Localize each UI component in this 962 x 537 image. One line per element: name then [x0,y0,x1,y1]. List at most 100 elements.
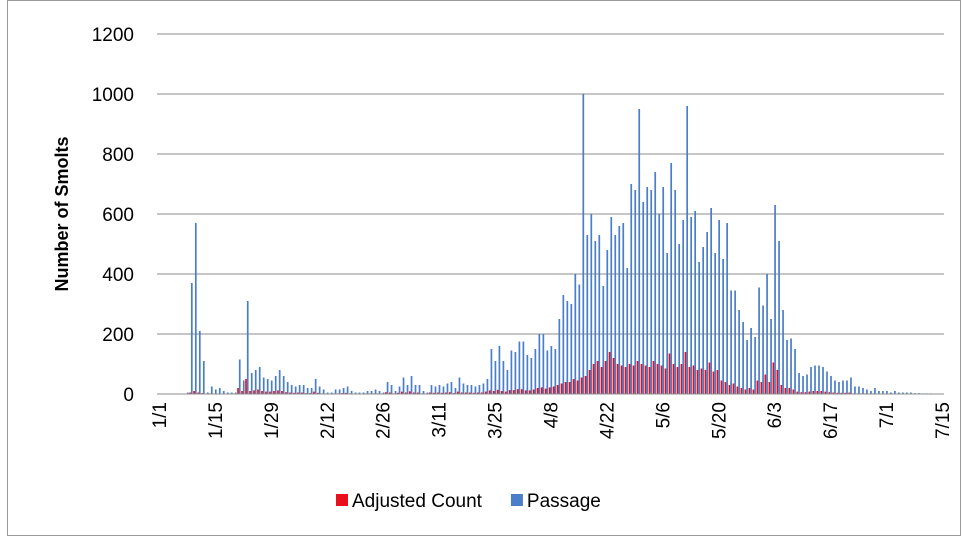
bar [862,388,864,394]
bar [282,376,285,394]
bar [258,367,261,394]
y-tick-label: 600 [102,205,134,226]
bar [197,392,199,394]
bar [584,376,587,394]
bar [237,388,239,394]
bar [546,350,549,394]
bar [756,380,759,394]
bar [468,392,471,394]
bar [266,379,269,394]
bar [816,391,819,394]
bar [520,389,523,394]
bar [894,391,896,394]
bar [690,217,693,394]
bar [354,392,357,394]
bar [262,377,265,394]
bar [289,392,291,394]
bar [698,262,701,394]
bar [476,392,479,394]
y-tick-label: 200 [102,325,134,346]
y-tick-label: 0 [123,385,134,406]
bar [714,253,716,394]
bar [726,223,728,394]
bar [190,283,193,394]
bar [722,259,724,394]
bar [902,392,904,394]
bar [306,388,309,394]
bar [650,190,653,394]
bar [389,392,391,394]
bar [748,388,751,394]
bar [536,388,539,394]
bar [400,391,403,394]
bar [496,389,499,394]
bar [824,391,827,394]
y-tick-label: 1200 [92,25,134,46]
bar [510,350,513,394]
bar [810,367,812,394]
bar [290,385,293,394]
bar [570,304,573,394]
bar [285,392,287,394]
bar [746,340,748,394]
bar [345,392,347,394]
bar [242,380,245,394]
bar [562,295,565,394]
bar [462,383,465,394]
bar [404,392,407,394]
bar [890,392,892,394]
bar [458,377,461,394]
x-tick-label: 7/1 [877,402,898,428]
bar [586,235,589,394]
bar [318,386,321,394]
bar [806,374,808,394]
bar [792,389,795,394]
bar [434,386,437,394]
bar [706,232,708,394]
bar [378,391,381,394]
bar [670,163,673,394]
bar [428,392,431,394]
bar [550,346,553,394]
bar [246,301,249,394]
bar [782,310,784,394]
bar [350,391,353,394]
bar [512,390,515,394]
bar [634,190,637,394]
bar [518,341,521,394]
bar [470,385,473,394]
bar [808,391,811,394]
bar [858,386,860,394]
bar [560,383,563,394]
bar [844,392,847,394]
bar [752,389,755,394]
bar [460,392,463,394]
bar [672,364,675,394]
bar [592,364,595,394]
bar [214,389,217,394]
bar [408,391,411,394]
y-tick-label: 1000 [92,85,134,106]
bar [530,358,533,394]
bar [504,391,507,394]
bar [234,392,237,394]
x-tick-label: 1/1 [150,402,171,428]
bar [189,392,191,394]
bar [516,389,519,394]
bar [472,392,475,394]
bar [632,365,635,394]
bar [556,385,559,394]
bar [526,355,529,394]
bar [654,172,657,394]
bar [206,392,209,394]
bar [193,391,195,394]
bar [269,391,271,394]
bar [822,367,824,394]
bar [724,382,727,394]
bar [814,365,816,394]
legend-label: Passage [527,491,601,512]
bar [194,223,197,394]
bar [502,361,505,394]
x-tick-label: 6/17 [821,402,842,439]
x-tick-label: 3/25 [486,402,507,439]
